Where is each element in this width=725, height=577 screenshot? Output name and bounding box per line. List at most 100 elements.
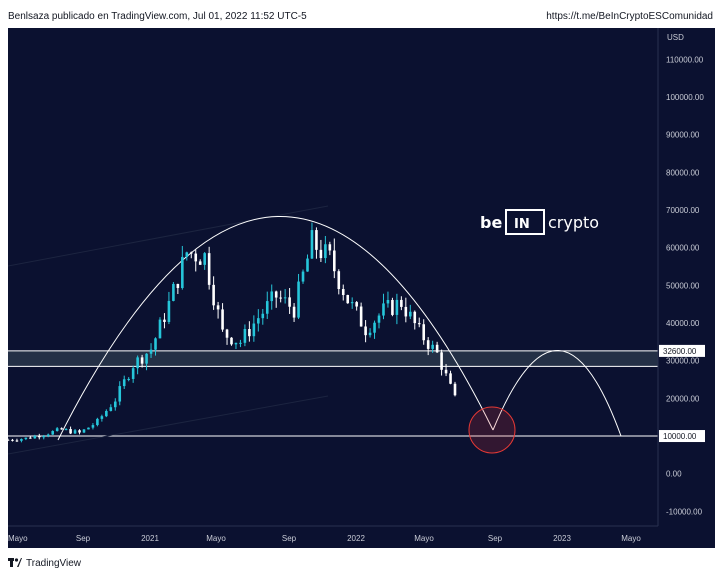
candle-body [239,342,242,344]
candle-body [265,301,269,314]
candle-body [234,342,238,345]
candle-body [122,379,126,387]
beincrypto-watermark: be IN crypto [480,209,599,235]
time-tick-label: 2023 [553,534,571,543]
candle-body [449,373,452,384]
candle-body [274,291,278,298]
candle-body [453,383,457,396]
candle-body [328,244,332,251]
candle-body [252,323,256,337]
time-tick-label: 2022 [347,534,365,543]
candle-body [440,352,443,370]
candle-body [283,297,287,299]
price-tick-label: 110000.00 [666,55,704,64]
candle-body [337,271,341,290]
currency-label: USD [667,33,684,42]
candle-body [15,440,19,442]
candles-group [8,222,457,443]
candle-body [37,435,41,438]
candle-body [395,299,399,315]
candle-body [216,305,220,310]
candle-body [78,430,81,433]
price-tag-label: 32600.00 [663,347,697,356]
candle-body [400,299,403,307]
price-tick-label: 20000.00 [666,394,700,403]
candle-body [230,337,233,345]
candle-body [270,291,274,302]
candle-body [435,344,439,353]
projection-arc [492,350,622,437]
price-tag-box [659,344,705,357]
community-link[interactable]: https://t.me/BeInCryptoESComunidad [546,11,713,22]
candle-body [154,338,157,350]
watermark-box-icon [505,209,545,235]
price-tick-label: -10000.00 [666,507,703,516]
chart-area[interactable]: USD 110000.00 100000.00 90000.00 80000.00 70… [8,28,715,548]
candle-body [109,407,113,411]
candle-body [203,253,206,265]
tradingview-label: TradingView [26,558,82,569]
candle-body [368,332,372,336]
candle-body [55,428,59,432]
price-tick-label: 50000.00 [666,281,700,290]
candle-body [444,369,448,374]
candle-body [319,249,323,259]
target-circle [468,406,516,454]
time-tick-label: Mayo [621,534,641,543]
trend-line-upper [8,205,329,267]
candle-body [413,311,417,324]
candle-body [324,244,327,259]
candle-body [163,319,166,322]
candle-body [20,439,23,441]
time-tick-label: Mayo [8,534,28,543]
price-tag-label: 10000.00 [663,432,697,441]
candle-body [131,368,135,379]
candle-body [257,318,260,324]
candle-body [51,431,54,435]
watermark-suffix: crypto [548,213,599,232]
candle-body [221,309,224,330]
candle-body [69,429,72,434]
price-tick-label: 70000.00 [666,206,700,215]
candle-body [136,357,139,369]
candle-body [189,252,193,254]
price-tick-label: 100000.00 [666,93,704,102]
price-axis: 110000.00 100000.00 90000.00 80000.00 70000.… [666,55,704,516]
candle-body [176,283,180,289]
candle-body [297,281,300,318]
candle-body [333,250,336,272]
candle-body [113,401,117,408]
candle-body [29,437,32,439]
candle-body [105,410,108,417]
price-tick-label: 40000.00 [666,319,700,328]
candle-body [212,284,215,306]
footer: TradingView [8,554,208,572]
candle-body [91,425,95,428]
resistance-zone [8,350,658,367]
candle-body [292,306,296,318]
watermark-prefix: be [480,213,502,232]
candle-body [386,299,390,304]
candle-body [33,435,37,439]
candle-body [422,324,426,341]
price-tick-label: 30000.00 [666,357,700,366]
candle-body [60,428,63,430]
candle-body [248,329,251,337]
time-tick-label: Mayo [206,534,226,543]
candle-body [391,299,394,315]
candle-body [409,311,412,317]
candle-body [377,315,381,323]
price-chart[interactable]: USD 110000.00 100000.00 90000.00 80000.00 70… [8,28,715,548]
candle-body [127,378,130,380]
candle-body [82,429,86,433]
candle-body [301,271,305,282]
price-tags: 32600.00 10000.00 [659,344,705,443]
candle-body [181,256,184,289]
candle-body [207,253,211,285]
time-tick-label: 2021 [141,534,159,543]
candle-body [261,313,265,319]
candle-body [149,349,153,354]
watermark-mark: IN [514,217,530,232]
candle-body [11,439,14,441]
candle-body [359,306,363,327]
